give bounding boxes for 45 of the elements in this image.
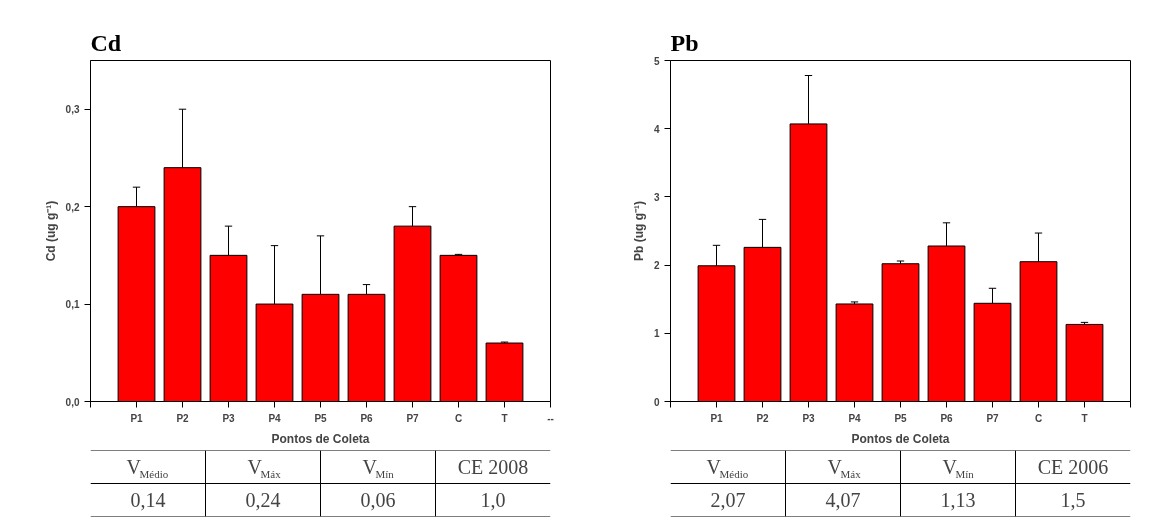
x-tick-label: T xyxy=(501,412,508,424)
x-tick-label: P4 xyxy=(848,412,862,424)
text: 4,07 xyxy=(825,489,861,511)
y-tick-label: 0,1 xyxy=(65,299,80,311)
x-tick-label: P5 xyxy=(314,412,328,424)
x-tick-label: T xyxy=(1081,412,1088,424)
chart-title: Pb xyxy=(670,29,699,56)
y-axis-title: Cd (ug g⁻¹) xyxy=(43,200,58,262)
text: 2,07 xyxy=(710,489,746,511)
x-tick-label: P6 xyxy=(360,412,374,424)
y-tick-label: 2 xyxy=(653,260,660,272)
x-tick-label: P2 xyxy=(176,412,190,424)
x-tick-label: P7 xyxy=(406,412,420,424)
text: CE 2006 xyxy=(1037,456,1109,478)
x-tick-label: P1 xyxy=(130,412,144,424)
x-tick-label: P3 xyxy=(222,412,236,424)
x-tick-label: -- xyxy=(547,412,554,424)
text: 1,13 xyxy=(940,489,976,511)
x-tick-label: P5 xyxy=(894,412,908,424)
x-tick-label: C xyxy=(454,412,463,424)
text: 0,06 xyxy=(360,489,396,511)
x-tick-label: P1 xyxy=(710,412,724,424)
x-axis-title: Pontos de Coleta xyxy=(851,431,950,446)
y-tick-label: 4 xyxy=(653,123,660,135)
x-tick-label: P3 xyxy=(802,412,816,424)
chart-title: Cd xyxy=(90,29,122,56)
y-tick-label: 0,3 xyxy=(65,104,80,116)
x-tick-label: P7 xyxy=(986,412,1000,424)
x-tick-label: P4 xyxy=(268,412,282,424)
x-tick-label: C xyxy=(1034,412,1043,424)
text: CE 2008 xyxy=(457,456,529,478)
y-tick-label: 0,2 xyxy=(65,201,80,213)
y-tick-label: 5 xyxy=(653,55,660,67)
y-axis-title: Pb (ug g⁻¹) xyxy=(631,201,646,261)
text: 0,14 xyxy=(130,489,166,511)
text: 0,24 xyxy=(245,489,281,511)
x-tick-label: P2 xyxy=(756,412,770,424)
y-tick-label: 3 xyxy=(653,191,660,203)
x-axis-title: Pontos de Coleta xyxy=(271,431,370,446)
y-tick-label: 0 xyxy=(653,396,660,408)
x-tick-label: P6 xyxy=(940,412,954,424)
y-tick-label: 0,0 xyxy=(65,396,80,408)
y-tick-label: 1 xyxy=(653,328,660,340)
text: 1,0 xyxy=(480,489,506,511)
text: 1,5 xyxy=(1060,489,1086,511)
